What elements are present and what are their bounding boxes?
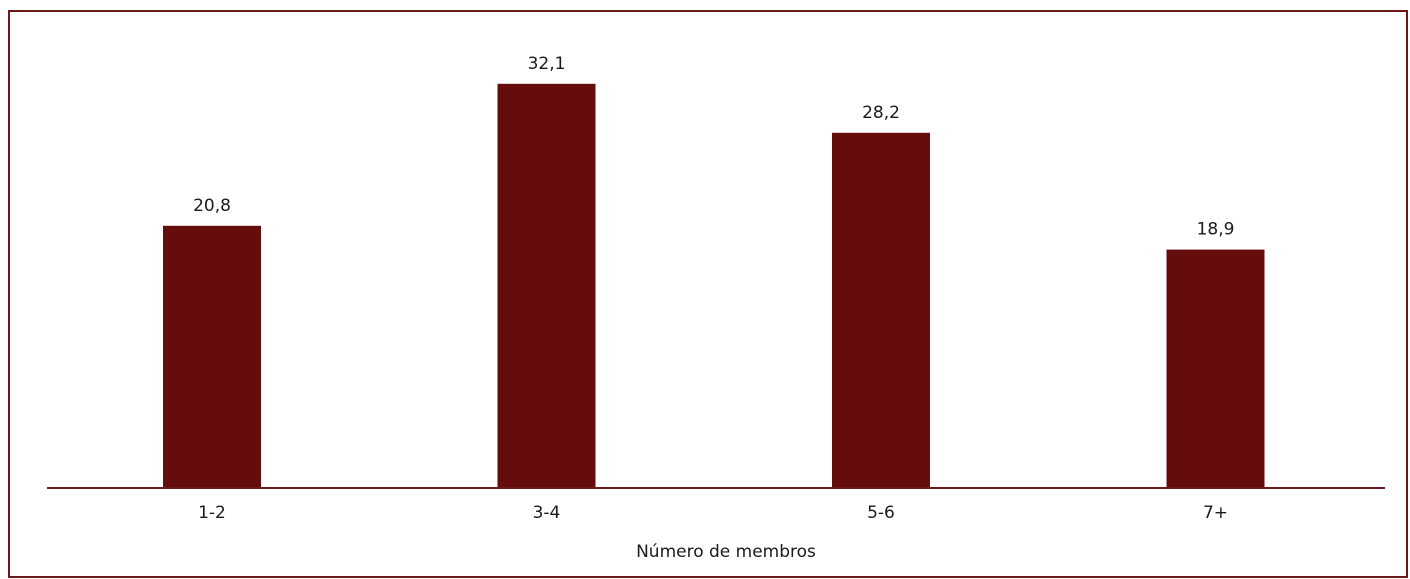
x-axis-title: Número de membros [636, 542, 816, 562]
bar-7+ [1166, 249, 1265, 487]
data-label-1-2: 20,8 [193, 196, 231, 216]
data-label-7+: 18,9 [1197, 220, 1235, 240]
chart-border [8, 10, 1408, 578]
x-tick-label-5-6: 5-6 [867, 503, 895, 523]
x-tick-label-7+: 7+ [1203, 503, 1228, 523]
data-label-3-4: 32,1 [528, 54, 566, 74]
bar-5-6 [832, 132, 930, 488]
bar-3-4 [497, 83, 596, 488]
bars-layer [163, 83, 1265, 488]
data-label-5-6: 28,2 [862, 103, 900, 123]
x-tick-label-3-4: 3-4 [533, 503, 561, 523]
data-labels: 20,8 32,1 28,2 18,9 [193, 54, 1234, 240]
bar-1-2 [163, 225, 261, 488]
x-tick-label-1-2: 1-2 [198, 503, 226, 523]
x-tick-labels: 1-2 3-4 5-6 7+ [198, 503, 1228, 523]
